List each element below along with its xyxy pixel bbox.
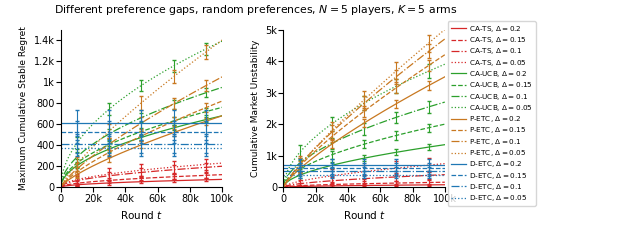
X-axis label: Round $t$: Round $t$: [342, 209, 386, 221]
Text: Different preference gaps, random preferences, $N = 5$ players, $K = 5$ arms: Different preference gaps, random prefer…: [54, 3, 458, 17]
Y-axis label: Cumulative Market Unstability: Cumulative Market Unstability: [251, 40, 260, 177]
Legend: CA-TS, $\Delta = 0.2$, CA-TS, $\Delta = 0.15$, CA-TS, $\Delta = 0.1$, CA-TS, $\D: CA-TS, $\Delta = 0.2$, CA-TS, $\Delta = …: [448, 21, 536, 206]
Y-axis label: Maximum Cumulative Stable Regret: Maximum Cumulative Stable Regret: [19, 27, 28, 190]
X-axis label: Round $t$: Round $t$: [120, 209, 163, 221]
